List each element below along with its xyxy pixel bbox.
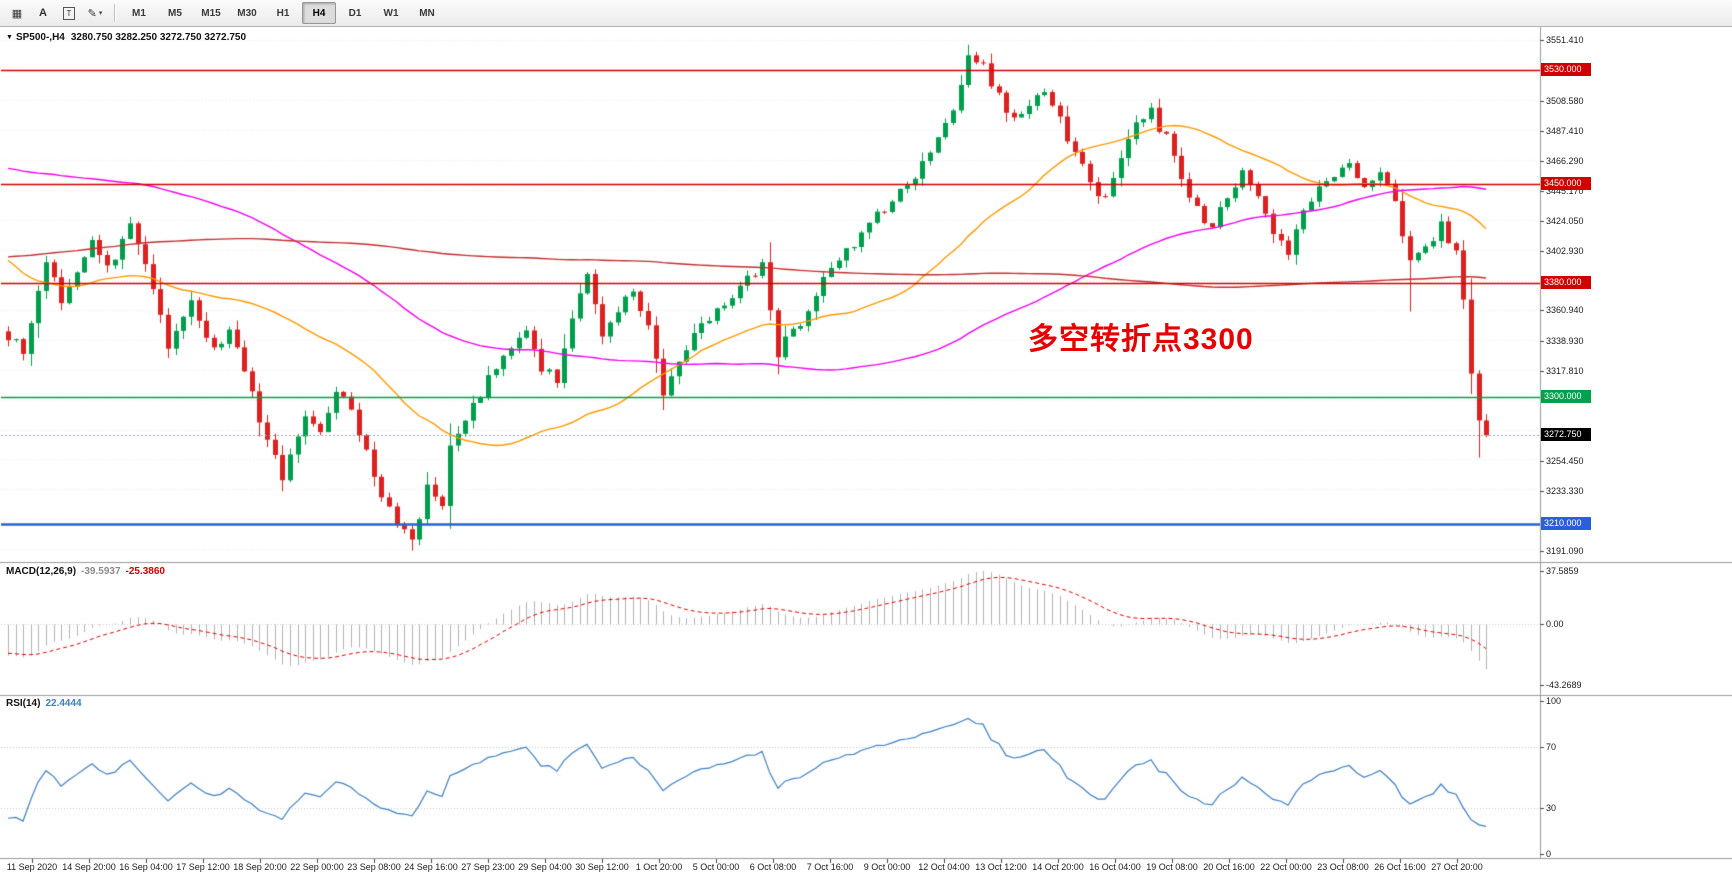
- text-tool-icon: T: [62, 6, 76, 20]
- timeframe-m30-button[interactable]: M30: [237, 7, 257, 19]
- letter-a-icon: A: [39, 7, 47, 19]
- timeframe-h1-button[interactable]: H1: [276, 7, 290, 19]
- timeframe-h4-button[interactable]: H4: [302, 2, 336, 24]
- rsi-indicator-name: RSI(14): [6, 698, 41, 709]
- letter-a-button[interactable]: A: [31, 2, 55, 24]
- rsi-value: 22.4444: [45, 698, 82, 709]
- collapse-triangle-icon[interactable]: ▼: [6, 34, 13, 41]
- toolbar-separator: [114, 4, 115, 22]
- chart-header: ▼ SP500-,H4 3280.750 3282.250 3272.750 327…: [6, 32, 246, 43]
- draw-tool-button[interactable]: ✎ ▾: [83, 2, 107, 24]
- rsi-panel-label: RSI(14) 22.4444: [6, 698, 82, 709]
- chevron-down-icon: ▾: [98, 10, 103, 17]
- timeframe-d1-button[interactable]: D1: [348, 7, 362, 19]
- text-tool-button[interactable]: T: [57, 2, 81, 24]
- macd-signal-value: -25.3860: [125, 566, 165, 577]
- timeframe-mn-button[interactable]: MN: [419, 7, 435, 19]
- pencil-icon: ✎: [87, 7, 97, 20]
- grid-button[interactable]: ▦: [5, 2, 29, 24]
- symbol-period-label: SP500-,H4: [15, 32, 65, 43]
- chart-text-annotation: 多空转折点3300: [1028, 323, 1254, 356]
- macd-main-value: -39.5937: [81, 566, 121, 577]
- timeframe-m1-button[interactable]: M1: [132, 7, 146, 19]
- timeframe-w1-button[interactable]: W1: [383, 7, 399, 19]
- ohlc-values: 3280.750 3282.250 3272.750 3272.750: [70, 32, 247, 43]
- macd-panel-label: MACD(12,26,9) -39.5937 -25.3860: [6, 566, 165, 577]
- timeframe-m5-button[interactable]: M5: [168, 7, 182, 19]
- grid-icon: ▦: [11, 7, 23, 20]
- macd-indicator-name: MACD(12,26,9): [6, 566, 77, 577]
- timeframe-m15-button[interactable]: M15: [201, 7, 221, 19]
- toolbar: ▦ A T ✎ ▾ M1 M5 M15 M30 H1 H4 D1 W1 MN: [0, 0, 1732, 27]
